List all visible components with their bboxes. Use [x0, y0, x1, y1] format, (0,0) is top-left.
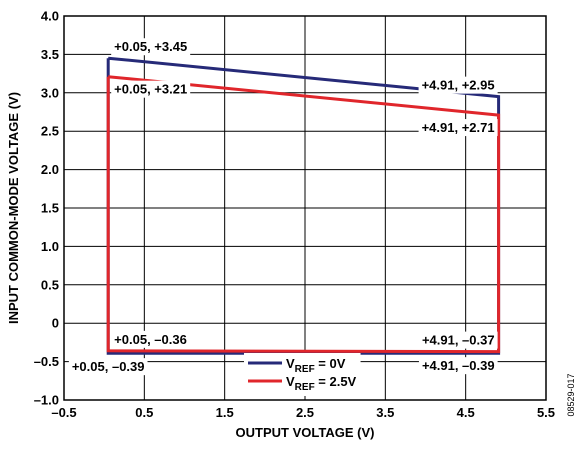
- x-axis-label: OUTPUT VOLTAGE (V): [236, 425, 375, 440]
- y-tick-label: 0: [52, 316, 59, 331]
- annotation-label: +4.91, +2.71: [422, 120, 495, 135]
- y-tick-label: –0.5: [34, 354, 59, 369]
- annotation-1: +0.05, +3.21: [111, 80, 191, 98]
- annotation-label: +0.05, –0.36: [114, 332, 187, 347]
- x-tick-label: 2.5: [296, 405, 314, 420]
- legend-bg: [244, 353, 361, 396]
- legend-item-1: VREF = 2.5V: [248, 374, 357, 393]
- y-axis-label: INPUT COMMON-MODE VOLTAGE (V): [6, 92, 21, 324]
- tick-labels: –0.5 0.5 1.5 2.5 3.5 4.5 5.5–1.0–0.500.51.01.5…: [34, 9, 555, 421]
- annotation-4: +0.05, –0.36: [111, 330, 190, 348]
- legend-label: VREF = 2.5V: [286, 374, 357, 393]
- series-line-0: [106, 56, 501, 355]
- y-tick-label: 4.0: [41, 9, 59, 24]
- y-tick-label: 2.5: [41, 124, 59, 139]
- legend-label: VREF = 0V: [286, 356, 346, 375]
- annotation-0: +0.05, +3.45: [111, 38, 191, 56]
- x-tick-label: 4.5: [457, 405, 475, 420]
- annotation-label: +0.05, +3.21: [114, 82, 187, 97]
- annotation-label: +4.91, +2.95: [422, 78, 495, 93]
- plot-frame: [63, 15, 547, 401]
- annotation-2: +4.91, +2.95: [418, 76, 498, 94]
- y-tick-label: 3.0: [41, 85, 59, 100]
- annotation-label: +0.05, –0.39: [72, 359, 145, 374]
- annotation-bg: [68, 358, 148, 376]
- y-tick-label: –1.0: [34, 393, 59, 408]
- x-tick-label: 0.5: [135, 405, 153, 420]
- y-tick-label: 3.5: [41, 47, 59, 62]
- y-tick-label: 1.5: [41, 201, 59, 216]
- annotation-bg: [418, 119, 498, 137]
- annotation-3: +4.91, +2.71: [418, 119, 498, 137]
- x-tick-label: 5.5: [537, 405, 555, 420]
- annotation-label: +4.91, –0.37: [422, 333, 495, 348]
- legend-item-0: VREF = 0V: [248, 356, 346, 375]
- y-tick-label: 2.0: [41, 162, 59, 177]
- annotation-7: +4.91, –0.39: [418, 357, 498, 375]
- series-line-1: [106, 75, 501, 354]
- annotation-bg: [111, 80, 191, 98]
- annotations: +0.05, +3.45 +0.05, +3.21 +4.91, +2.95 +4.9…: [68, 38, 498, 376]
- y-tick-label: 1.0: [41, 239, 59, 254]
- x-tick-label: 3.5: [376, 405, 394, 420]
- annotation-label: +4.91, –0.39: [422, 358, 495, 373]
- annotation-bg: [111, 330, 190, 348]
- annotation-label: +0.05, +3.45: [114, 39, 187, 54]
- x-tick-label: 1.5: [216, 405, 234, 420]
- annotation-6: +4.91, –0.37: [418, 331, 498, 349]
- annotation-5: +0.05, –0.39: [68, 358, 148, 376]
- annotation-bg: [418, 357, 498, 375]
- x-tick-label: –0.5: [51, 405, 76, 420]
- y-tick-label: 0.5: [41, 277, 59, 292]
- series-layer: [106, 56, 501, 355]
- annotation-bg: [111, 38, 191, 56]
- annotation-bg: [418, 76, 498, 94]
- annotation-bg: [418, 331, 498, 349]
- figure-id: 08529-017: [566, 373, 576, 416]
